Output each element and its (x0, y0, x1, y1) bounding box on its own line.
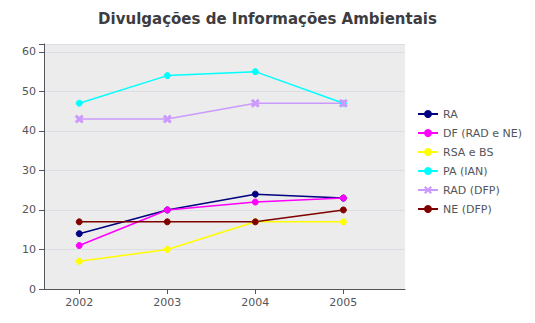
svg-text:DF (RAD e NE): DF (RAD e NE) (443, 127, 522, 140)
svg-text:30: 30 (22, 164, 36, 177)
svg-text:2004: 2004 (241, 296, 269, 309)
svg-text:RSA e BS: RSA e BS (443, 146, 493, 159)
svg-text:RA: RA (443, 108, 458, 121)
svg-text:0: 0 (29, 283, 36, 296)
svg-text:RAD (DFP): RAD (DFP) (443, 184, 500, 197)
svg-text:60: 60 (22, 45, 36, 58)
svg-text:NE (DFP): NE (DFP) (443, 203, 492, 216)
svg-text:Divulgações de Informações Amb: Divulgações de Informações Ambientais (98, 10, 437, 28)
svg-text:PA (IAN): PA (IAN) (443, 165, 488, 178)
svg-text:50: 50 (22, 85, 36, 98)
svg-text:10: 10 (22, 243, 36, 256)
svg-text:20: 20 (22, 203, 36, 216)
svg-text:2003: 2003 (153, 296, 181, 309)
svg-text:2002: 2002 (65, 296, 93, 309)
svg-text:40: 40 (22, 124, 36, 137)
svg-text:2005: 2005 (329, 296, 357, 309)
